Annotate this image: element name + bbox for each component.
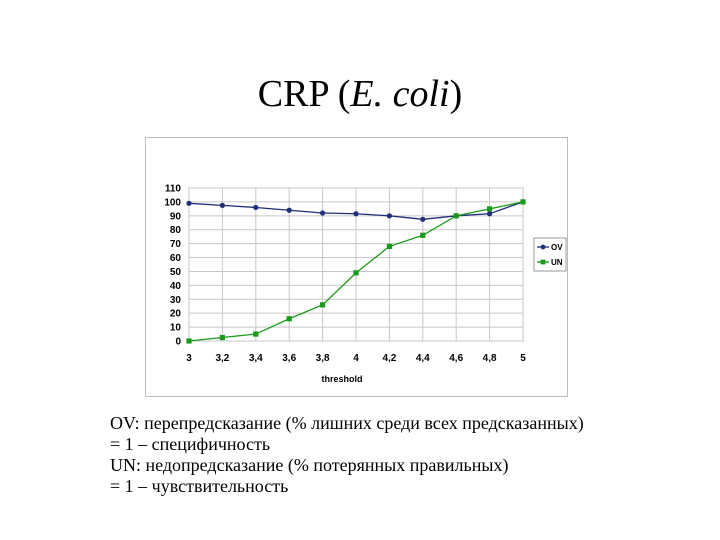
legend-marker-ov xyxy=(540,244,546,250)
point-ov xyxy=(353,211,359,217)
point-un xyxy=(286,316,292,322)
x-tick-label: 4,8 xyxy=(483,353,497,364)
caption-line-un: UN: недопредсказание (% потерянных прави… xyxy=(110,455,509,475)
point-un xyxy=(320,302,326,308)
legend-label-un: UN xyxy=(551,258,563,267)
y-tick-label: 110 xyxy=(165,184,182,195)
x-tick-label: 3,4 xyxy=(249,353,263,364)
point-un xyxy=(420,232,426,238)
point-un xyxy=(186,338,192,344)
y-tick-label: 20 xyxy=(170,309,182,320)
y-tick-label: 10 xyxy=(170,323,182,334)
legend-label-ov: OV xyxy=(551,243,563,252)
y-tick-label: 40 xyxy=(170,281,182,292)
caption-line-ov-formula: = 1 – специфичность xyxy=(110,434,271,454)
y-tick-label: 0 xyxy=(175,337,181,348)
y-tick-label: 100 xyxy=(164,197,181,208)
x-tick-label: 3,6 xyxy=(282,353,296,364)
point-un xyxy=(219,334,225,341)
y-tick-label: 30 xyxy=(170,295,182,306)
point-un xyxy=(353,270,359,276)
x-tick-label: 4 xyxy=(353,353,359,364)
x-tick-label: 3,8 xyxy=(316,353,330,364)
caption-line-un-formula: = 1 – чувствительность xyxy=(110,476,289,496)
title-suffix: ) xyxy=(449,73,463,115)
point-ov xyxy=(487,211,493,217)
point-un xyxy=(520,199,526,205)
title-organism: E. coli xyxy=(350,73,450,115)
chart-frame: 0 10 20 30 40 50 60 70 80 90 100 110 3 3,2 3,4 3,6 3,8 4 4… xyxy=(145,137,568,397)
point-un xyxy=(487,206,493,212)
point-ov xyxy=(320,210,326,216)
point-ov xyxy=(420,216,426,222)
x-tick-label: 3 xyxy=(186,353,192,364)
point-ov xyxy=(286,207,292,213)
slide-title: CRP (E. coli) xyxy=(0,72,720,116)
y-tick-label: 80 xyxy=(170,225,182,236)
y-tick-label: 90 xyxy=(170,211,182,222)
y-tick-label: 60 xyxy=(170,253,182,264)
legend-box xyxy=(533,237,567,272)
x-tick-label: 4,2 xyxy=(382,353,396,364)
point-ov xyxy=(386,213,392,219)
y-tick-label: 70 xyxy=(170,239,182,250)
point-ov xyxy=(186,200,192,206)
point-un xyxy=(253,331,259,337)
caption-line-ov: OV: перепредсказание (% лишних среди все… xyxy=(110,413,584,433)
legend-marker-un xyxy=(540,259,546,265)
point-ov xyxy=(219,202,225,208)
line-chart: 0 10 20 30 40 50 60 70 80 90 100 110 3 3,2 3,4 3,6 3,8 4 4… xyxy=(164,184,567,384)
y-tick-label: 50 xyxy=(170,267,182,278)
x-tick-label: 3,2 xyxy=(215,353,229,364)
x-axis-label: threshold xyxy=(321,374,362,384)
caption: OV: перепредсказание (% лишних среди все… xyxy=(110,413,710,497)
point-ov xyxy=(253,204,259,211)
x-tick-label: 5 xyxy=(520,353,526,364)
point-un xyxy=(453,213,459,219)
title-prefix: CRP ( xyxy=(257,73,351,115)
x-tick-label: 4,4 xyxy=(416,353,430,364)
point-un xyxy=(386,243,392,250)
x-tick-label: 4,6 xyxy=(449,353,463,364)
